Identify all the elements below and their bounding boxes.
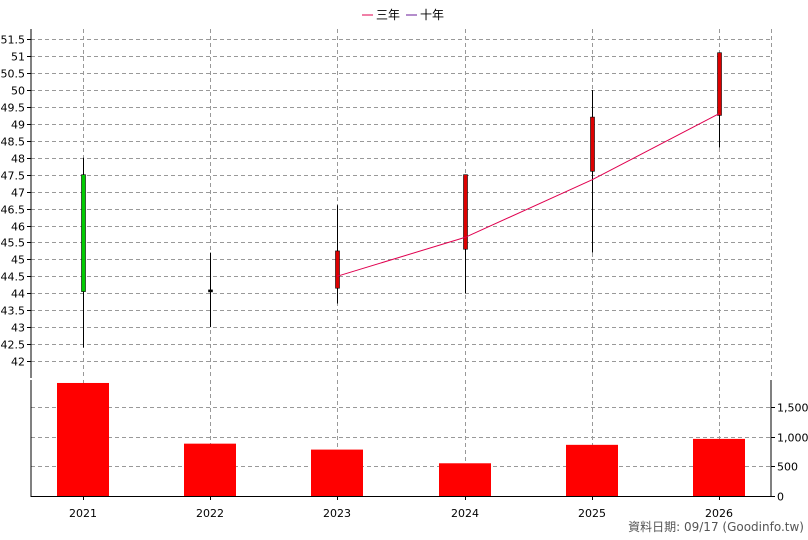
price-tick-label: 47.5 bbox=[1, 170, 26, 183]
volume-bar bbox=[184, 443, 236, 496]
legend-label-10yr: 十年 bbox=[420, 8, 444, 22]
price-tick-label: 48 bbox=[11, 153, 25, 166]
price-tick-label: 49.5 bbox=[1, 102, 26, 115]
volume-tick-label: 0 bbox=[777, 491, 784, 504]
volume-bar bbox=[57, 382, 109, 496]
candle-body bbox=[81, 174, 86, 292]
price-tick-label: 42 bbox=[11, 356, 25, 369]
x-tick-label: 2023 bbox=[323, 507, 351, 520]
footer-source: 資料日期: 09/17 (Goodinfo.tw) bbox=[628, 520, 804, 534]
price-tick-label: 48.5 bbox=[1, 136, 26, 149]
volume-bar bbox=[693, 438, 745, 496]
price-tick-label: 50 bbox=[11, 85, 25, 98]
price-tick-label: 45.5 bbox=[1, 237, 26, 250]
candle-body bbox=[208, 289, 213, 293]
volume-axis-ticks: 0 500 1,000 1,500 bbox=[771, 402, 808, 504]
x-axis-labels: 2021 2022 2023 2024 2025 2026 bbox=[69, 496, 733, 520]
candlesticks bbox=[81, 52, 722, 348]
candle-body bbox=[463, 174, 468, 250]
candle-body bbox=[590, 116, 595, 172]
volume-grid bbox=[31, 380, 771, 496]
moving-average-lines bbox=[336, 113, 720, 277]
candle-body bbox=[717, 52, 722, 116]
price-tick-label: 44.5 bbox=[1, 271, 26, 284]
legend-label-3yr: 三年 bbox=[376, 8, 400, 22]
volume-bar bbox=[439, 463, 491, 496]
price-tick-label: 45 bbox=[11, 254, 25, 267]
price-tick-label: 51.5 bbox=[1, 34, 26, 47]
volume-tick-label: 500 bbox=[777, 461, 798, 474]
legend: 三年 十年 bbox=[362, 8, 444, 22]
price-tick-label: 51 bbox=[11, 51, 25, 64]
x-tick-label: 2021 bbox=[69, 507, 97, 520]
volume-tick-label: 1,000 bbox=[777, 432, 808, 445]
ma-line bbox=[336, 113, 720, 277]
price-tick-label: 47 bbox=[11, 187, 25, 200]
volume-bars bbox=[57, 382, 745, 496]
price-tick-label: 42.5 bbox=[1, 339, 26, 352]
price-tick-label: 46 bbox=[11, 221, 25, 234]
price-tick-label: 43 bbox=[11, 322, 25, 335]
price-tick-label: 43.5 bbox=[1, 305, 26, 318]
volume-bar bbox=[566, 444, 618, 496]
x-tick-label: 2025 bbox=[578, 507, 606, 520]
price-tick-label: 50.5 bbox=[1, 68, 26, 81]
axes-frame bbox=[30, 29, 772, 497]
x-tick-label: 2024 bbox=[451, 507, 479, 520]
x-tick-label: 2026 bbox=[705, 507, 733, 520]
price-tick-label: 46.5 bbox=[1, 204, 26, 217]
price-tick-label: 49 bbox=[11, 119, 25, 132]
volume-bar bbox=[311, 449, 363, 496]
candle-body bbox=[335, 250, 340, 289]
price-tick-label: 44 bbox=[11, 288, 25, 301]
x-tick-label: 2022 bbox=[196, 507, 224, 520]
price-grid bbox=[31, 29, 772, 378]
volume-tick-label: 1,500 bbox=[777, 402, 808, 415]
price-axis-ticks: 42 42.5 43 43.5 44 44.5 45 45.5 46 46.5 47 47.5 48 48… bbox=[1, 34, 31, 369]
